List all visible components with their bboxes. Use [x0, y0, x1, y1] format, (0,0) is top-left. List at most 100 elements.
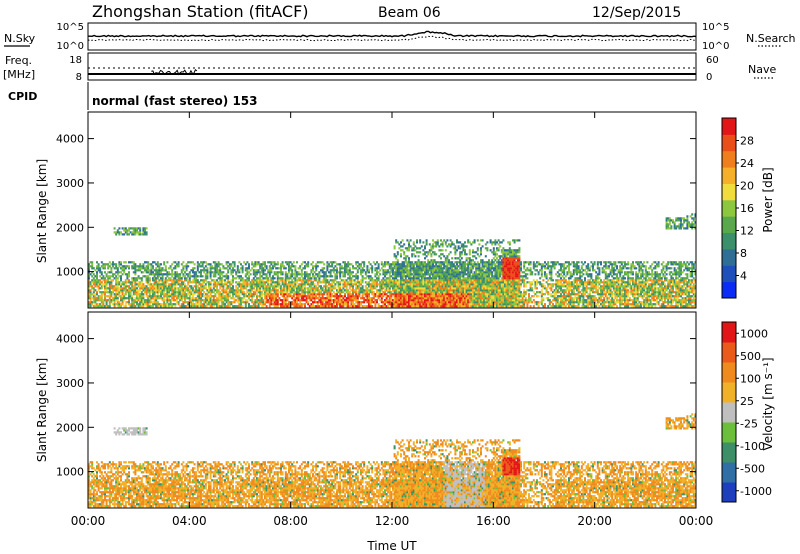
power-cell	[438, 297, 441, 300]
power-cell	[459, 305, 462, 308]
power-cell	[368, 305, 370, 308]
power-cell	[364, 291, 367, 294]
power-cell	[398, 263, 401, 266]
power-cell	[148, 303, 151, 306]
power-cell	[118, 305, 121, 308]
power-cell	[115, 279, 118, 282]
power-cell	[204, 299, 207, 302]
power-cell	[139, 285, 142, 288]
power-cell	[326, 261, 329, 264]
power-cell	[321, 297, 324, 300]
power-cell	[457, 261, 460, 264]
power-cell	[454, 261, 457, 264]
power-cell	[398, 265, 401, 268]
power-cell	[184, 271, 186, 274]
power-cell	[433, 253, 436, 256]
power-cell	[380, 287, 383, 290]
power-cell	[494, 269, 497, 272]
power-cell	[470, 295, 473, 298]
power-cell	[452, 281, 455, 284]
power-cell	[452, 293, 455, 296]
power-cell	[454, 265, 457, 268]
power-cell	[480, 251, 482, 254]
power-cell	[356, 261, 359, 264]
power-cell	[171, 285, 174, 288]
power-cell	[214, 303, 217, 306]
power-cell	[416, 301, 418, 304]
power-cell	[102, 267, 105, 270]
power-cell	[488, 271, 490, 274]
power-cell	[299, 265, 302, 268]
power-cell	[179, 287, 182, 290]
power-cell	[416, 247, 418, 250]
power-cell	[500, 273, 503, 276]
power-cell	[440, 263, 442, 266]
power-cell	[464, 271, 466, 274]
power-cell	[177, 273, 180, 276]
power-cell	[345, 301, 348, 304]
power-cell	[408, 275, 410, 278]
power-cell	[460, 297, 463, 300]
power-cell	[281, 271, 284, 274]
power-cell	[260, 295, 263, 298]
power-cell	[438, 303, 441, 306]
power-cell	[417, 291, 420, 294]
power-cell	[435, 245, 438, 248]
power-cell	[192, 271, 194, 274]
power-cell	[318, 291, 321, 294]
power-cell	[160, 305, 162, 308]
power-cell	[500, 299, 503, 302]
power-cell	[430, 261, 433, 264]
power-cell	[118, 289, 121, 292]
power-cell	[153, 269, 156, 272]
power-cell	[97, 287, 100, 290]
power-cell	[468, 279, 471, 282]
power-cell	[280, 285, 282, 288]
power-cell	[481, 273, 484, 276]
power-cell	[480, 239, 482, 242]
power-cell	[116, 301, 119, 304]
power-cell	[124, 289, 127, 292]
power-cell	[262, 305, 265, 308]
power-cell	[502, 263, 505, 266]
power-cell	[374, 269, 377, 272]
power-cell	[227, 275, 230, 278]
power-cell	[331, 263, 334, 266]
power-cell	[438, 263, 441, 266]
power-cell	[404, 291, 407, 294]
power-cell	[348, 293, 351, 296]
power-cell	[488, 265, 490, 268]
power-cell	[324, 299, 327, 302]
power-cell	[475, 265, 478, 268]
power-cell	[460, 293, 463, 296]
power-cell	[360, 265, 362, 268]
n-sky-trace	[88, 30, 697, 38]
power-cell	[172, 303, 175, 306]
power-cell	[368, 283, 370, 286]
power-cell	[408, 243, 410, 246]
power-cell	[238, 305, 241, 308]
power-cell	[398, 285, 401, 288]
power-cell	[168, 295, 170, 298]
power-cell	[220, 285, 223, 288]
power-cell	[451, 273, 454, 276]
power-cell	[403, 275, 406, 278]
power-cell	[355, 295, 358, 298]
power-cell	[411, 261, 414, 264]
power-cell	[452, 277, 455, 280]
power-cell	[403, 279, 406, 282]
power-cell	[334, 287, 337, 290]
power-cell	[310, 293, 313, 296]
power-cell	[209, 269, 212, 272]
power-cell	[108, 281, 111, 284]
power-cell	[494, 285, 497, 288]
power-cell	[489, 261, 492, 264]
power-cell	[275, 263, 278, 266]
power-cell	[240, 275, 242, 278]
power-cell	[315, 285, 318, 288]
power-cell	[203, 287, 206, 290]
power-cell	[182, 287, 185, 290]
power-cell	[500, 283, 503, 286]
power-cell	[356, 285, 359, 288]
power-cell	[270, 299, 273, 302]
